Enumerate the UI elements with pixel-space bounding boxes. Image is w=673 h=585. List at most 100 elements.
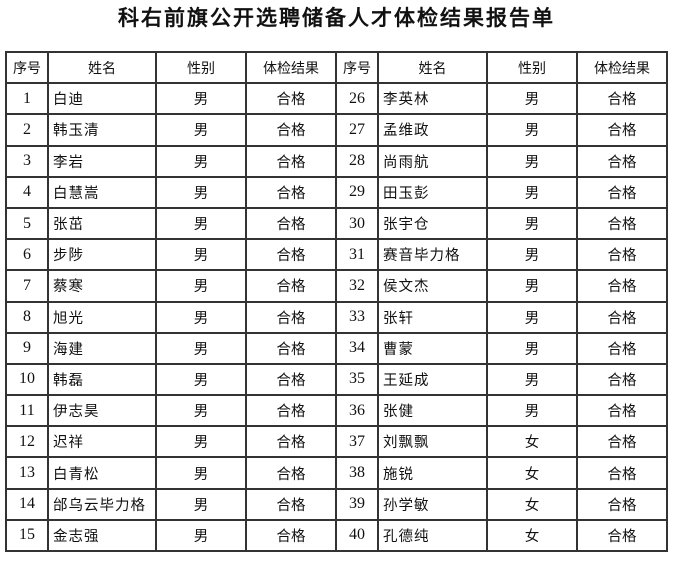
gender-cell: 男 [486,175,578,209]
person-name-cell: 赛音毕力格 [377,238,488,272]
row-number-cell: 28 [335,144,379,178]
result-cell: 合格 [245,175,337,209]
person-name-cell: 李英林 [377,82,488,116]
person-name-cell: 尚雨航 [377,144,488,178]
person-name-cell: 迟祥 [47,425,157,459]
header-number: 序号 [335,50,379,85]
gender-cell: 女 [486,456,578,490]
header-result: 体检结果 [576,50,668,85]
result-cell: 合格 [576,487,668,521]
results-table: 序号 姓名 性别 体检结果 序号 姓名 性别 体检结果 1 白迪男合格 26 李英林男… [5,50,668,553]
person-name-cell: 张宇仓 [377,206,488,241]
gender-cell: 男 [486,238,578,272]
row-number-cell: 32 [335,269,379,303]
gender-cell: 女 [486,518,578,553]
row-number-cell: 7 [5,269,49,303]
gender-cell: 男 [155,331,247,365]
table-row: 3 李岩男合格 28 尚雨航男合格 [5,144,668,178]
row-number-cell: 5 [5,206,49,241]
gender-cell: 女 [486,487,578,521]
person-name-cell: 步陟 [47,238,157,272]
result-cell: 合格 [245,362,337,397]
table-row: 12 迟祥男合格 37 刘飘飘女合格 [5,425,668,459]
person-name-cell: 孙学敏 [377,487,488,521]
person-name-cell: 侯文杰 [377,269,488,303]
result-cell: 合格 [245,331,337,365]
gender-cell: 男 [155,362,247,397]
gender-cell: 男 [486,362,578,397]
table-row: 9 海建男合格 34 曹蒙男合格 [5,331,668,365]
row-number-cell: 10 [5,362,49,397]
result-cell: 合格 [576,362,668,397]
person-name-cell: 施锐 [377,456,488,490]
gender-cell: 男 [155,113,247,147]
gender-cell: 男 [155,300,247,334]
row-number-cell: 29 [335,175,379,209]
person-name-cell: 伊志昊 [47,394,157,428]
result-cell: 合格 [576,456,668,490]
result-cell: 合格 [245,425,337,459]
row-number-cell: 30 [335,206,379,241]
result-cell: 合格 [576,238,668,272]
result-cell: 合格 [576,82,668,116]
table-row: 14 邰乌云毕力格男合格 39 孙学敏女合格 [5,487,668,521]
result-cell: 合格 [576,175,668,209]
gender-cell: 男 [155,487,247,521]
row-number-cell: 3 [5,144,49,178]
result-cell: 合格 [245,269,337,303]
gender-cell: 男 [486,113,578,147]
gender-cell: 男 [155,518,247,553]
header-gender: 性别 [486,50,578,85]
row-number-cell: 11 [5,394,49,428]
result-cell: 合格 [245,206,337,241]
header-result: 体检结果 [245,50,337,85]
row-number-cell: 15 [5,518,49,553]
row-number-cell: 1 [5,82,49,116]
table-row: 4 白慧嵩男合格 29 田玉彭男合格 [5,175,668,209]
table-row: 5 张茁男合格 30 张宇仓男合格 [5,206,668,241]
person-name-cell: 张轩 [377,300,488,334]
result-cell: 合格 [245,456,337,490]
row-number-cell: 27 [335,113,379,147]
row-number-cell: 13 [5,456,49,490]
person-name-cell: 王延成 [377,362,488,397]
result-cell: 合格 [245,238,337,272]
header-name: 姓名 [47,50,157,85]
person-name-cell: 白青松 [47,456,157,490]
table-row: 8 旭光男合格 33 张轩男合格 [5,300,668,334]
result-cell: 合格 [576,300,668,334]
row-number-cell: 33 [335,300,379,334]
result-cell: 合格 [576,394,668,428]
result-cell: 合格 [245,144,337,178]
row-number-cell: 2 [5,113,49,147]
gender-cell: 男 [486,394,578,428]
table-row: 10 韩磊男合格 35 王延成男合格 [5,362,668,397]
result-cell: 合格 [576,144,668,178]
row-number-cell: 4 [5,175,49,209]
person-name-cell: 韩磊 [47,362,157,397]
gender-cell: 男 [155,82,247,116]
gender-cell: 男 [486,144,578,178]
header-name: 姓名 [377,50,488,85]
result-cell: 合格 [576,331,668,365]
result-cell: 合格 [576,206,668,241]
gender-cell: 男 [155,269,247,303]
gender-cell: 男 [155,175,247,209]
result-cell: 合格 [576,269,668,303]
person-name-cell: 孔德纯 [377,518,488,553]
row-number-cell: 34 [335,331,379,365]
gender-cell: 男 [486,206,578,241]
result-cell: 合格 [245,394,337,428]
row-number-cell: 14 [5,487,49,521]
person-name-cell: 金志强 [47,518,157,553]
table-row: 7 蔡寒男合格 32 侯文杰男合格 [5,269,668,303]
gender-cell: 男 [155,456,247,490]
header-row: 序号 姓名 性别 体检结果 序号 姓名 性别 体检结果 [5,50,668,85]
row-number-cell: 8 [5,300,49,334]
row-number-cell: 6 [5,238,49,272]
person-name-cell: 田玉彭 [377,175,488,209]
row-number-cell: 40 [335,518,379,553]
person-name-cell: 张茁 [47,206,157,241]
result-cell: 合格 [576,113,668,147]
table-row: 15 金志强男合格 40 孔德纯女合格 [5,518,668,553]
